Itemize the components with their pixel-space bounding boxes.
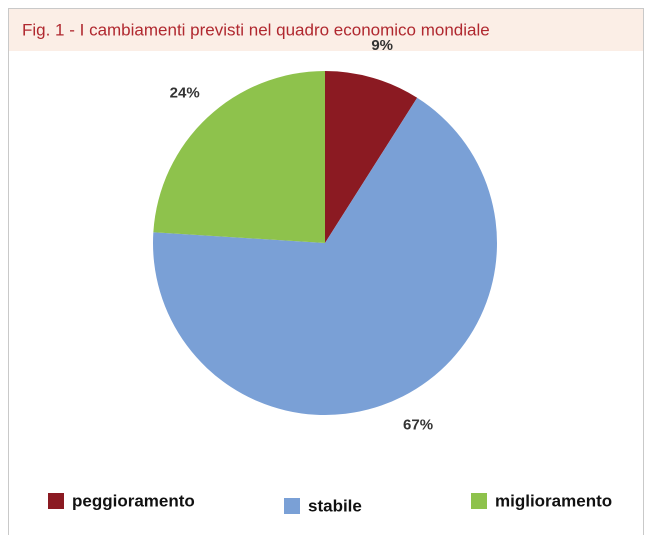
value-label: 9%	[371, 37, 393, 54]
pie: 9% 67% 24%	[153, 37, 497, 434]
title-band	[9, 9, 643, 51]
legend-label: stabile	[308, 496, 362, 515]
legend-label: peggioramento	[72, 491, 195, 510]
value-label: 24%	[170, 85, 200, 102]
legend-label: miglioramento	[495, 491, 612, 510]
value-label: 67%	[403, 417, 433, 434]
legend-swatch	[284, 498, 300, 514]
legend-swatch	[48, 493, 64, 509]
legend: peggioramento stabile miglioramento	[48, 491, 612, 515]
pie-slice	[325, 71, 418, 243]
chart-title: Fig. 1 - I cambiamenti previsti nel quad…	[22, 20, 490, 39]
pie-slice	[153, 97, 497, 415]
pie-slice	[153, 70, 325, 243]
legend-swatch	[471, 493, 487, 509]
